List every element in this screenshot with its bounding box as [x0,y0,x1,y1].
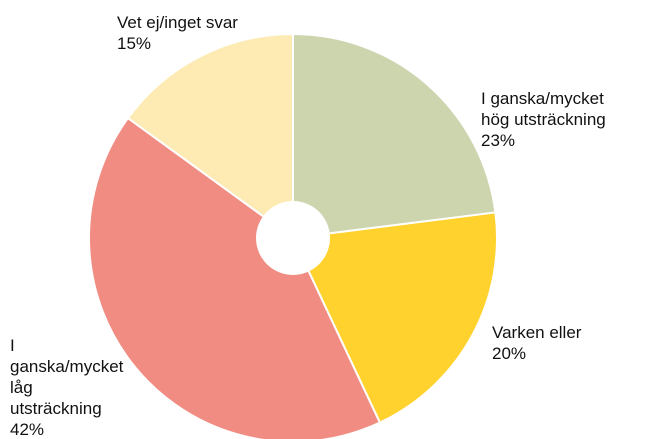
category-label: I ganska/mycket låg utsträckning [10,336,124,418]
category-label: Varken eller [492,323,582,342]
value-label: 23% [481,131,516,150]
category-label: I ganska/mycket hög utsträckning [481,89,606,129]
value-label: 15% [117,34,152,53]
slice-label: I ganska/mycket hög utsträckning 23% [481,88,636,151]
value-label: 42% [10,420,45,439]
slice-label: Varken eller 20% [492,322,642,364]
slice-label: I ganska/mycket låg utsträckning 42% [10,335,124,439]
donut-hole [256,201,330,275]
pie-slice [126,32,294,240]
pie-slice [88,116,382,439]
category-label: Vet ej/inget svar [117,13,238,32]
value-label: 20% [492,344,527,363]
pie-slice [292,32,497,240]
pie-slice [291,211,498,424]
slice-label: Vet ej/inget svar 15% [117,12,317,54]
